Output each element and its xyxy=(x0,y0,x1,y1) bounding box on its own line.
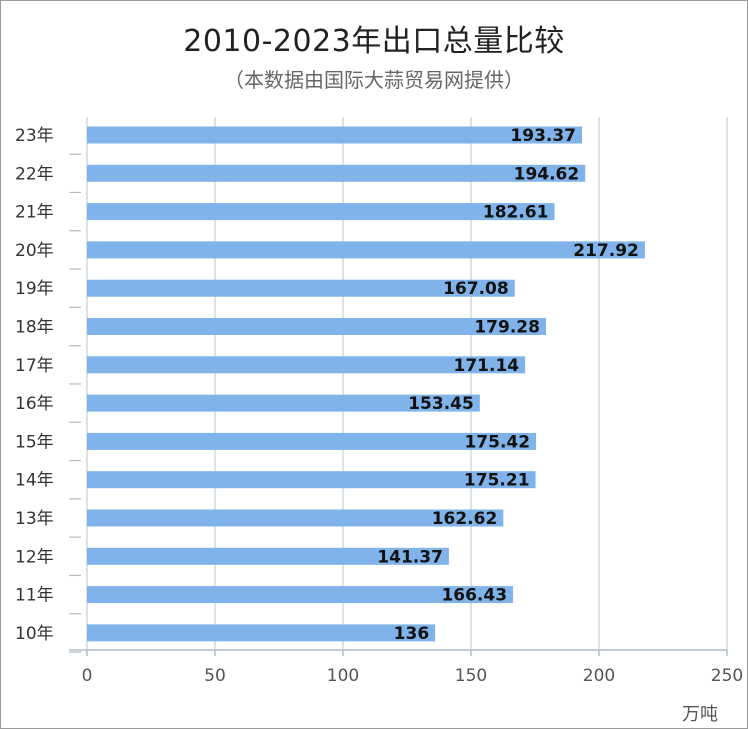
bar-value-label: 162.62 xyxy=(432,509,498,529)
y-tick-label: 12年 xyxy=(15,547,54,567)
bar-value-label: 166.43 xyxy=(441,586,507,606)
bar-value-label: 179.28 xyxy=(474,318,540,338)
x-tick-label: 150 xyxy=(455,666,487,686)
x-tick-label: 100 xyxy=(327,666,359,686)
bar xyxy=(87,547,449,565)
y-tick-label: 21年 xyxy=(15,203,54,223)
y-tick-label: 15年 xyxy=(15,432,54,452)
y-tick-label: 10年 xyxy=(15,624,54,644)
bar xyxy=(87,279,515,297)
x-tick-label: 200 xyxy=(583,666,615,686)
bar xyxy=(87,356,526,374)
bar xyxy=(87,509,504,527)
chart-subtitle: （本数据由国际大蒜贸易网提供） xyxy=(224,68,524,92)
y-tick-label: 19年 xyxy=(15,279,54,299)
y-tick-label: 20年 xyxy=(15,241,54,261)
bar xyxy=(87,164,586,182)
bar-value-label: 175.21 xyxy=(464,471,530,491)
bar xyxy=(87,432,537,450)
bar xyxy=(87,318,546,335)
y-tick-label: 13年 xyxy=(15,509,54,529)
x-axis-unit: 万吨 xyxy=(682,704,718,725)
bar-value-label: 217.92 xyxy=(573,241,639,261)
bar xyxy=(87,394,480,412)
bar xyxy=(87,126,583,144)
chart-title: 2010-2023年出口总量比较 xyxy=(183,24,565,59)
x-tick-label: 0 xyxy=(82,666,93,686)
bar-value-label: 153.45 xyxy=(408,394,474,414)
bar xyxy=(87,241,645,259)
x-tick-label: 250 xyxy=(711,666,743,686)
y-tick-label: 22年 xyxy=(15,164,54,184)
y-tick-label: 11年 xyxy=(15,586,54,606)
bar xyxy=(87,471,536,489)
x-tick-label: 50 xyxy=(204,666,226,686)
bar-value-label: 182.61 xyxy=(483,203,549,223)
bar-value-label: 136 xyxy=(394,624,430,644)
bar-value-label: 193.37 xyxy=(510,126,576,146)
bar xyxy=(87,586,514,604)
bar-value-label: 167.08 xyxy=(443,279,509,299)
bar-value-label: 194.62 xyxy=(514,164,580,184)
bar-value-label: 171.14 xyxy=(454,356,520,376)
y-tick-label: 23年 xyxy=(15,126,54,146)
bar-value-label: 141.37 xyxy=(377,547,443,567)
y-tick-label: 14年 xyxy=(15,471,54,491)
bar xyxy=(87,624,436,642)
bar-value-label: 175.42 xyxy=(464,432,530,452)
y-tick-label: 17年 xyxy=(15,356,54,376)
y-tick-label: 16年 xyxy=(15,394,54,414)
y-tick-label: 18年 xyxy=(15,318,54,338)
bar xyxy=(87,203,555,221)
